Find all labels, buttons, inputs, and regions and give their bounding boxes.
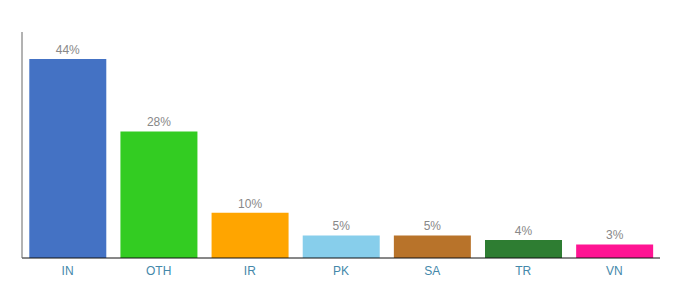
svg-text:PK: PK [333, 264, 349, 278]
svg-text:SA: SA [424, 264, 440, 278]
svg-text:TR: TR [515, 264, 531, 278]
svg-text:3%: 3% [606, 228, 624, 242]
svg-text:28%: 28% [147, 115, 171, 129]
svg-text:OTH: OTH [146, 264, 171, 278]
svg-text:10%: 10% [238, 197, 262, 211]
svg-text:VN: VN [606, 264, 623, 278]
svg-text:5%: 5% [424, 219, 442, 233]
svg-text:4%: 4% [515, 224, 533, 238]
svg-text:IR: IR [244, 264, 256, 278]
svg-text:44%: 44% [56, 43, 80, 57]
svg-text:IN: IN [62, 264, 74, 278]
svg-text:5%: 5% [333, 219, 351, 233]
